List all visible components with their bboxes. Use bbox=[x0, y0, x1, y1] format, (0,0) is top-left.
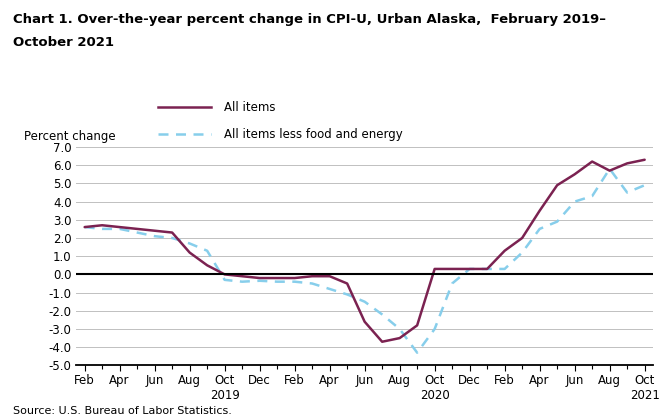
Text: Chart 1. Over-the-year percent change in CPI-U, Urban Alaska,  February 2019–: Chart 1. Over-the-year percent change in… bbox=[13, 13, 606, 26]
Text: All items less food and energy: All items less food and energy bbox=[224, 128, 403, 141]
Text: October 2021: October 2021 bbox=[13, 36, 114, 49]
Text: Percent change: Percent change bbox=[24, 130, 116, 143]
Text: All items: All items bbox=[224, 101, 276, 113]
Text: Source: U.S. Bureau of Labor Statistics.: Source: U.S. Bureau of Labor Statistics. bbox=[13, 406, 232, 416]
